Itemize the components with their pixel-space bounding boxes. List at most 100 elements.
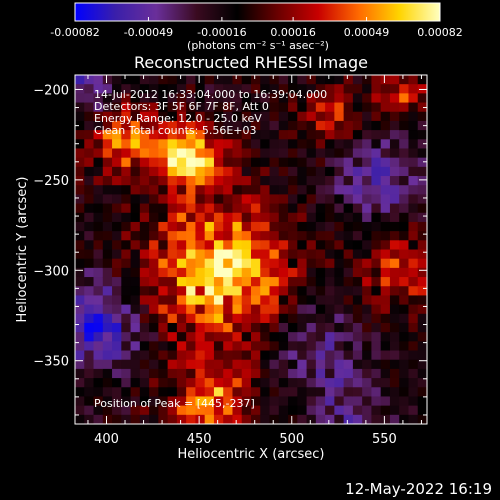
heatmap-cell — [362, 332, 372, 342]
heatmap-cell — [269, 212, 280, 223]
heatmap-cell — [269, 185, 280, 195]
heatmap-cell — [112, 130, 122, 140]
heatmap-cell — [112, 75, 122, 85]
heatmap-cell — [241, 93, 252, 104]
heatmap-cell — [278, 322, 289, 333]
heatmap-cell — [362, 359, 372, 370]
heatmap-cell — [278, 295, 289, 306]
heatmap-cell — [288, 139, 298, 149]
heatmap-cell — [343, 359, 354, 370]
heatmap-cell — [352, 212, 363, 223]
heatmap-cell — [408, 120, 419, 131]
heatmap-cell — [139, 139, 150, 149]
heatmap-cell — [176, 396, 187, 407]
heatmap-cell — [241, 212, 252, 223]
heatmap-cell — [260, 166, 271, 177]
heatmap-cell — [417, 378, 427, 388]
heatmap-cell — [232, 249, 243, 260]
heatmap-cell — [325, 258, 335, 269]
heatmap-cell — [269, 176, 280, 186]
heatmap-cell — [380, 405, 391, 416]
heatmap-cell — [371, 286, 382, 296]
heatmap-cell — [102, 176, 113, 186]
heatmap-cell — [399, 120, 409, 131]
heatmap-cell — [186, 231, 196, 241]
heatmap-cell — [334, 359, 345, 370]
heatmap-cell — [269, 295, 280, 306]
heatmap-cell — [417, 277, 427, 287]
footer-date: 12-May-2022 16:19 — [345, 480, 492, 498]
heatmap-cell — [306, 120, 317, 131]
heatmap-cell — [362, 185, 372, 195]
heatmap-cell — [213, 102, 224, 113]
heatmap-cell — [195, 322, 206, 333]
heatmap-cell — [102, 359, 113, 370]
heatmap-cell — [121, 304, 132, 315]
heatmap-cell — [241, 322, 252, 333]
heatmap-cell — [204, 322, 215, 333]
heatmap-cell — [352, 277, 363, 287]
heatmap-cell — [130, 249, 141, 260]
heatmap-cell — [288, 267, 298, 278]
heatmap-cell — [288, 341, 298, 352]
heatmap-cell — [158, 313, 169, 324]
heatmap-cell — [389, 313, 400, 324]
heatmap-cell — [84, 102, 95, 113]
heatmap-cell — [334, 332, 345, 342]
heatmap-cell — [130, 304, 141, 315]
heatmap-cell — [260, 240, 271, 250]
heatmap-cell — [158, 277, 169, 287]
heatmap-cell — [408, 130, 419, 140]
heatmap-cell — [130, 111, 141, 122]
heatmap-cell — [75, 120, 85, 131]
heatmap-cell — [204, 203, 215, 214]
heatmap-cell — [186, 102, 196, 113]
heatmap-cell — [417, 148, 427, 159]
heatmap-cell — [380, 267, 391, 278]
heatmap-cell — [408, 75, 419, 85]
heatmap-cell — [334, 231, 345, 241]
heatmap-cell — [260, 396, 271, 407]
heatmap-cell — [389, 148, 400, 159]
heatmap-cell — [232, 148, 243, 159]
heatmap-cell — [84, 111, 95, 122]
heatmap-cell — [251, 350, 261, 361]
heatmap-cell — [343, 148, 354, 159]
heatmap-cell — [399, 157, 409, 168]
heatmap-cell — [121, 166, 132, 177]
heatmap-cell — [269, 267, 280, 278]
heatmap-cell — [399, 221, 409, 232]
heatmap-cell — [334, 194, 345, 205]
heatmap-cell — [371, 277, 382, 287]
heatmap-cell — [176, 194, 187, 205]
heatmap-cell — [315, 304, 326, 315]
heatmap-cell — [325, 75, 335, 85]
heatmap-cell — [288, 111, 298, 122]
heatmap-cell — [232, 267, 243, 278]
heatmap-cell — [130, 332, 141, 342]
heatmap-cell — [408, 102, 419, 113]
heatmap-cell — [380, 185, 391, 195]
heatmap-cell — [232, 84, 243, 94]
heatmap-cell — [84, 295, 95, 306]
heatmap-cell — [112, 286, 122, 296]
heatmap-cell — [389, 240, 400, 250]
heatmap-cell — [176, 350, 187, 361]
heatmap-cell — [399, 277, 409, 287]
heatmap-cell — [84, 313, 95, 324]
heatmap-cell — [371, 102, 382, 113]
heatmap-cell — [306, 93, 317, 104]
heatmap-cell — [352, 75, 363, 85]
heatmap-cell — [204, 405, 215, 416]
annotation-clean-counts: Clean Total counts: 5.56E+03 — [94, 124, 257, 137]
annotation-block: 14-Jul-2012 16:33:04.000 to 16:39:04.000… — [94, 88, 327, 137]
heatmap-cell — [269, 157, 280, 168]
heatmap-cell — [362, 120, 372, 131]
heatmap-cell — [380, 378, 391, 388]
heatmap-cell — [93, 258, 104, 269]
heatmap-cell — [213, 231, 224, 241]
heatmap-cell — [75, 194, 85, 205]
heatmap-cell — [232, 120, 243, 131]
heatmap-cell — [176, 240, 187, 250]
heatmap-cell — [102, 212, 113, 223]
